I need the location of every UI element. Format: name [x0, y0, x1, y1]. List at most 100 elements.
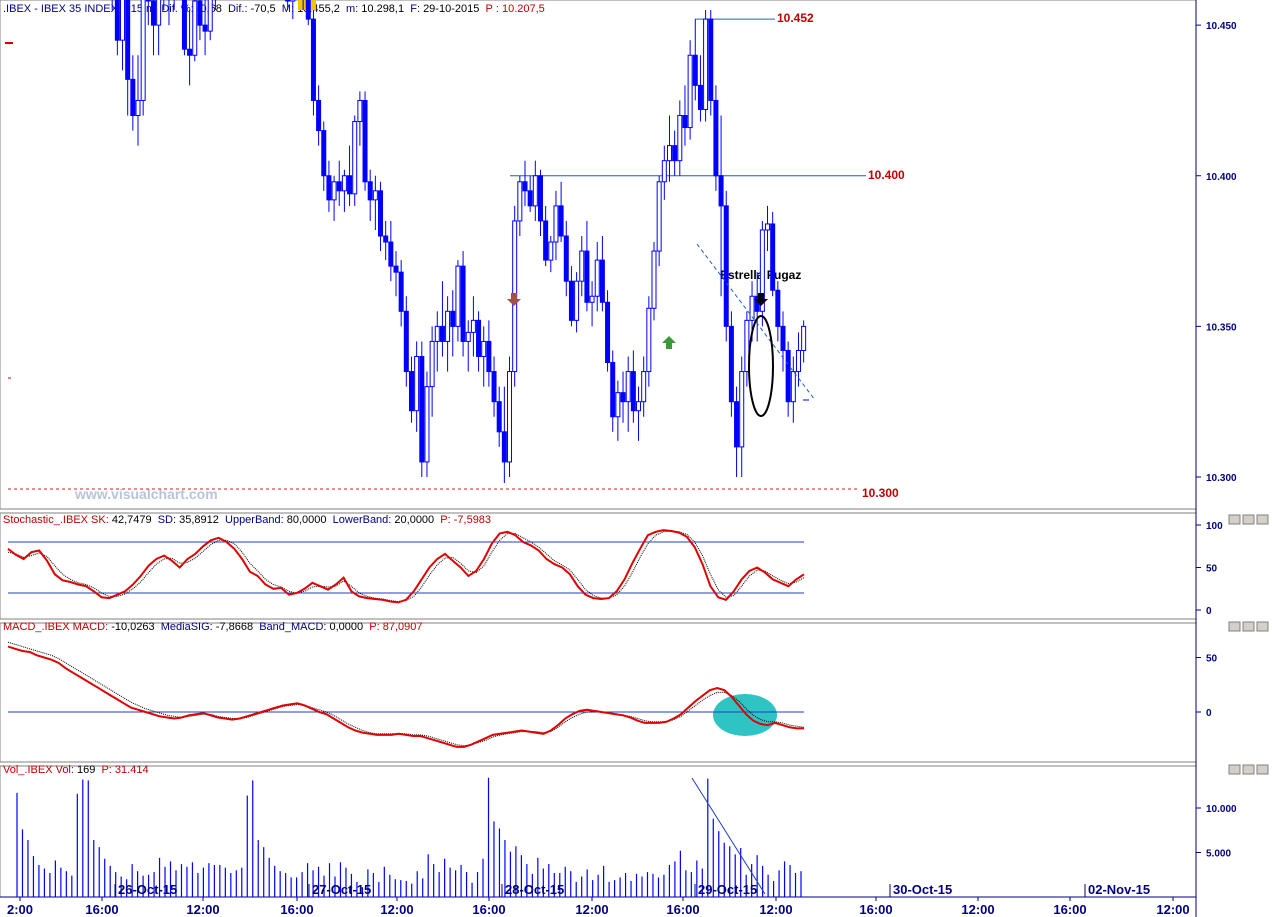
- stoch-header-part: 42,7479: [112, 514, 152, 526]
- stoch-header-part: P: -7,5983: [434, 514, 491, 526]
- candle-body: [785, 349, 791, 403]
- candle-body: [543, 220, 549, 261]
- vol-header-part: Vol_.IBEX Vol:: [3, 764, 77, 776]
- candle-body: [455, 265, 461, 327]
- candle-body: [341, 175, 347, 192]
- volume-tick-label: 10.000: [1206, 804, 1237, 815]
- candle-body: [708, 18, 714, 101]
- stochastic-tick-label: 50: [1206, 564, 1218, 575]
- macd-header-part: -7,8668: [216, 621, 253, 633]
- stochastic-maximize-button[interactable]: [1242, 514, 1255, 525]
- macd-tick-label: 50: [1206, 654, 1218, 665]
- date-label: 26-Oct-15: [118, 882, 177, 897]
- stoch-header-part: SD:: [152, 514, 180, 526]
- stochastic-minimize-button[interactable]: [1228, 514, 1241, 525]
- stochastic-sk-line: [7, 529, 805, 604]
- candle-body: [610, 362, 616, 418]
- candle-body: [801, 325, 807, 351]
- vol-header-part: P: 31.414: [95, 764, 148, 776]
- candle-body: [739, 371, 745, 448]
- candle-body: [507, 371, 513, 463]
- main-header-part: Dif.:: [222, 3, 251, 15]
- candle-body: [465, 331, 471, 342]
- macd-signal-line: [7, 641, 805, 747]
- candle-body: [491, 371, 497, 403]
- candle-body: [728, 325, 734, 403]
- macd-header: MACD_.IBEX MACD: -10,0263 MediaSIG: -7,8…: [3, 621, 422, 633]
- stochastic-window-buttons: [1228, 514, 1269, 525]
- time-tick-label: 16:00: [666, 902, 699, 917]
- volume-bars: 10.000 5.000: [16, 777, 1237, 897]
- time-tick-label: 12:00: [186, 902, 219, 917]
- candle-body: [687, 54, 693, 129]
- time-tick-label: 16:00: [859, 902, 892, 917]
- stochastic-panel: [0, 512, 1197, 620]
- candle-body: [316, 99, 322, 132]
- candle-body: [486, 340, 492, 373]
- candle-body: [393, 265, 399, 273]
- stochastic-sd-line: [7, 530, 805, 603]
- shooting-star-ellipse: [748, 315, 774, 417]
- time-tick-label: 16:00: [472, 902, 505, 917]
- candle-body: [367, 181, 373, 201]
- candle-body: [646, 307, 652, 373]
- candle-body: [145, 0, 151, 2]
- candle-body: [321, 130, 327, 177]
- shooting-star-arrow-icon: [754, 293, 768, 306]
- candle-body: [568, 280, 574, 321]
- candle-body: [656, 181, 662, 252]
- time-axis: 2:00 16:00 12:00 16:00 12:00 16:00 12:00 16:00 1…: [7, 882, 1190, 917]
- level-label: 10.452: [777, 11, 814, 25]
- macd-header-part: MediaSIG:: [155, 621, 216, 633]
- macd-close-button[interactable]: [1256, 621, 1269, 632]
- candle-body: [202, 24, 208, 32]
- volume-close-button[interactable]: [1256, 764, 1269, 775]
- vol-header-part: 169: [77, 764, 95, 776]
- stochastic-close-button[interactable]: [1256, 514, 1269, 525]
- candle-body: [388, 241, 394, 267]
- candle-body: [770, 223, 776, 291]
- candle-body: [594, 259, 600, 297]
- candle-body: [419, 356, 425, 463]
- candle-body: [605, 301, 611, 364]
- candle-body: [372, 190, 378, 201]
- candle-body: [398, 271, 404, 312]
- volume-maximize-button[interactable]: [1242, 764, 1255, 775]
- watermark: www.visualchart.com: [74, 486, 218, 502]
- candle-body: [192, 0, 198, 56]
- candle-body: [718, 175, 724, 207]
- candle-body: [703, 18, 709, 110]
- candle-body: [522, 181, 528, 192]
- candle-body: [532, 175, 538, 207]
- macd-header-part: -10,0263: [111, 621, 154, 633]
- stochastic-tick-label: 0: [1206, 606, 1212, 617]
- candle-body: [697, 84, 703, 110]
- volume-minimize-button[interactable]: [1228, 764, 1241, 775]
- candle-body: [548, 241, 554, 261]
- candle-body: [759, 229, 765, 312]
- price-panel: [0, 0, 1197, 510]
- main-header-part: 29-10-2015: [423, 3, 479, 15]
- macd-maximize-button[interactable]: [1242, 621, 1255, 632]
- candle-body: [362, 99, 368, 183]
- candle-body: [460, 265, 466, 342]
- sell-arrow-icon: [507, 293, 521, 306]
- candle-body: [414, 356, 420, 412]
- candle-body: [661, 160, 667, 183]
- macd-minimize-button[interactable]: [1228, 621, 1241, 632]
- volume-header: Vol_.IBEX Vol: 169 P: 31.414: [3, 764, 149, 776]
- stoch-header-part: LowerBand:: [327, 514, 395, 526]
- candle-body: [181, 0, 187, 50]
- candle-body: [713, 99, 719, 177]
- candle-body: [357, 99, 363, 123]
- stoch-header-part: 20,0000: [394, 514, 434, 526]
- candle-body: [517, 181, 523, 222]
- candle-body: [589, 295, 595, 303]
- candle-body: [352, 121, 358, 195]
- stoch-header-part: UpperBand:: [219, 514, 287, 526]
- candle-body: [408, 371, 414, 412]
- candle-body: [140, 0, 146, 101]
- candle-body: [114, 0, 120, 41]
- price-y-axis: 10.60010.55010.50010.45010.40010.35010.3…: [1196, 21, 1237, 484]
- stochastic-header: Stochastic_.IBEX SK: 42,7479 SD: 35,8912…: [3, 514, 491, 526]
